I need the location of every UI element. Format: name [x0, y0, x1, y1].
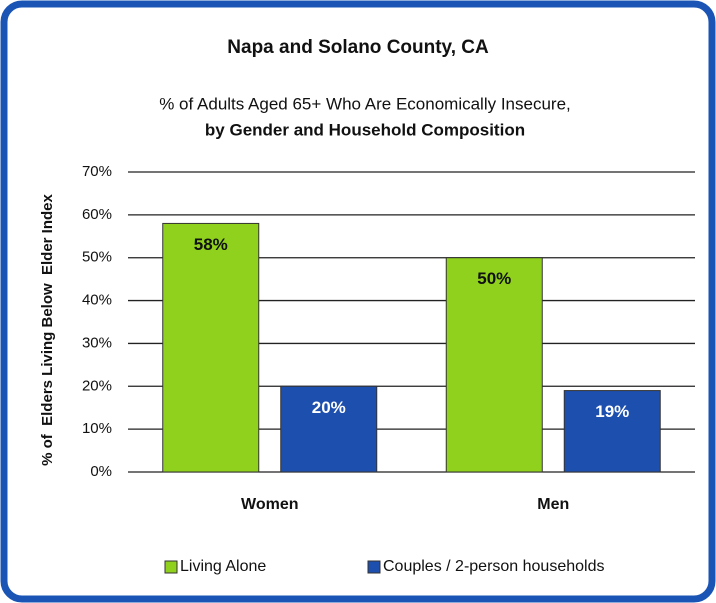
- y-tick-label: 10%: [82, 420, 112, 437]
- legend-swatch: [164, 560, 178, 574]
- value-label: 58%: [194, 235, 228, 254]
- y-tick-label: 20%: [82, 377, 112, 394]
- y-tick-label: 50%: [82, 249, 112, 266]
- y-tick-label: 60%: [82, 206, 112, 223]
- value-label: 20%: [312, 398, 346, 417]
- value-label: 19%: [595, 402, 629, 421]
- bar: [563, 390, 661, 473]
- x-tick-label: Women: [241, 496, 298, 513]
- legend-label: Living Alone: [180, 558, 266, 575]
- bar: [280, 385, 378, 473]
- chart-title: Napa and Solano County, CA: [227, 37, 489, 58]
- y-tick-label: 70%: [82, 163, 112, 180]
- legend-swatch: [367, 560, 381, 574]
- y-axis-label: % of Elders Living Below Elder Index: [39, 193, 56, 465]
- chart-subtitle: by Gender and Household Composition: [205, 120, 525, 139]
- x-tick-label: Men: [537, 496, 569, 513]
- bar: [445, 257, 543, 473]
- y-tick-label: 40%: [82, 292, 112, 309]
- chart-subtitle: % of Adults Aged 65+ Who Are Economicall…: [159, 94, 571, 113]
- y-tick-label: 30%: [82, 334, 112, 351]
- y-tick-label: 0%: [90, 463, 112, 480]
- legend-label: Couples / 2-person households: [383, 558, 604, 575]
- bar: [162, 222, 260, 473]
- value-label: 50%: [477, 269, 511, 288]
